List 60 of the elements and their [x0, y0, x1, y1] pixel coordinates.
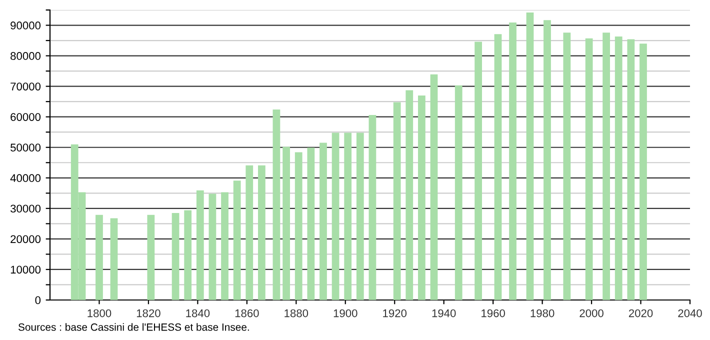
bar [282, 146, 290, 300]
x-tick-label: 2000 [580, 309, 604, 318]
bar [494, 34, 502, 300]
bar [184, 210, 192, 300]
bar [221, 192, 228, 300]
bar [430, 74, 438, 300]
bar [602, 32, 610, 300]
y-tick-label: 70000 [10, 82, 41, 90]
bar [544, 20, 551, 300]
bar [406, 90, 414, 300]
bar [272, 110, 280, 300]
bar [320, 142, 327, 300]
y-tick-label: 50000 [10, 144, 41, 152]
bar [307, 148, 315, 300]
bar [246, 165, 254, 300]
bar [563, 32, 571, 300]
bar [418, 95, 426, 300]
x-tick-label: 1900 [334, 309, 358, 318]
y-tick-label: 30000 [10, 204, 41, 213]
bar [393, 102, 401, 300]
bar [627, 39, 635, 300]
bar [110, 218, 118, 300]
bar [614, 36, 622, 300]
x-tick-label: 1980 [530, 309, 554, 318]
bar [344, 132, 352, 300]
bar [147, 214, 155, 300]
bar [640, 44, 647, 300]
bar [96, 214, 103, 300]
bar [332, 132, 340, 300]
y-tick-label: 40000 [10, 174, 41, 182]
x-tick-label: 1840 [186, 309, 210, 318]
bar [474, 42, 482, 300]
x-tick-label: 1880 [284, 309, 308, 318]
y-tick-label: 20000 [10, 235, 41, 244]
bar [454, 85, 462, 300]
bar [294, 152, 302, 300]
x-tick-label: 2040 [678, 309, 702, 318]
x-tick-label: 1920 [383, 309, 407, 318]
bar [172, 213, 180, 300]
x-tick-label: 1960 [482, 309, 506, 318]
bar [585, 38, 593, 300]
x-tick-label: 1800 [88, 309, 112, 318]
bar [208, 194, 216, 300]
y-tick-label: 60000 [10, 113, 41, 121]
y-tick-label: 80000 [10, 52, 41, 60]
y-tick-label: 90000 [10, 22, 41, 30]
x-tick-label: 1820 [136, 309, 160, 318]
y-tick-label: 0 [35, 296, 41, 304]
y-tick-label: 10000 [10, 266, 41, 274]
bar [233, 180, 241, 300]
bar [196, 190, 204, 300]
x-tick-label: 1940 [432, 309, 456, 318]
x-tick-label: 1860 [235, 309, 259, 318]
bar [368, 115, 376, 300]
x-tick-label: 2020 [628, 309, 653, 318]
source-note: Sources : base Cassini de l'EHESS et base Insee. [18, 323, 249, 331]
bar [526, 12, 534, 300]
bar [509, 22, 516, 300]
bar [258, 165, 266, 300]
bar [356, 132, 364, 300]
